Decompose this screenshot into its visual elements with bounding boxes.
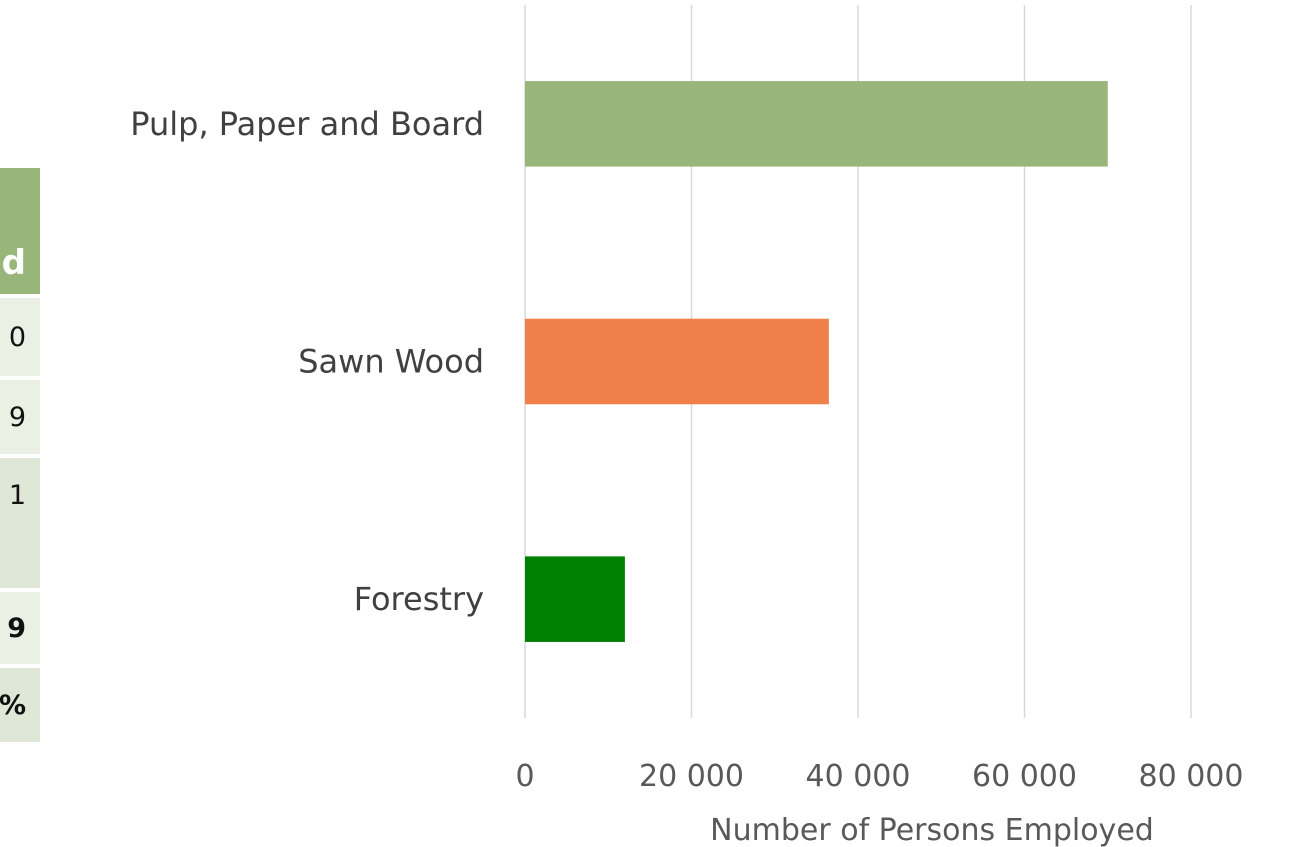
category-labels: Pulp, Paper and Board Sawn Wood Forestry bbox=[130, 105, 484, 618]
table-percent-cell: % bbox=[0, 668, 40, 744]
x-tick-label: 40 000 bbox=[806, 759, 911, 794]
x-tick-label: 80 000 bbox=[1139, 759, 1244, 794]
x-tick-label: 0 bbox=[515, 759, 534, 794]
table-fragment: d 0 9 1 9 % bbox=[0, 0, 40, 847]
table-cell: 1 bbox=[0, 458, 40, 590]
table-cell: 9 bbox=[0, 380, 40, 456]
category-label: Sawn Wood bbox=[298, 343, 484, 381]
bar bbox=[525, 318, 829, 405]
x-tick-label: 20 000 bbox=[639, 759, 744, 794]
x-tick-labels: 0 20 000 40 000 60 000 80 000 bbox=[515, 759, 1243, 794]
x-axis-title: Number of Persons Employed bbox=[710, 813, 1154, 847]
x-tick-label: 60 000 bbox=[972, 759, 1077, 794]
table-header-cell: d bbox=[0, 168, 40, 296]
bars bbox=[525, 81, 1108, 642]
bar bbox=[525, 556, 625, 642]
table-cell: 0 bbox=[0, 298, 40, 378]
category-label: Forestry bbox=[354, 580, 484, 618]
category-label: Pulp, Paper and Board bbox=[130, 105, 484, 143]
bar bbox=[525, 81, 1108, 167]
table-total-cell: 9 bbox=[0, 592, 40, 666]
